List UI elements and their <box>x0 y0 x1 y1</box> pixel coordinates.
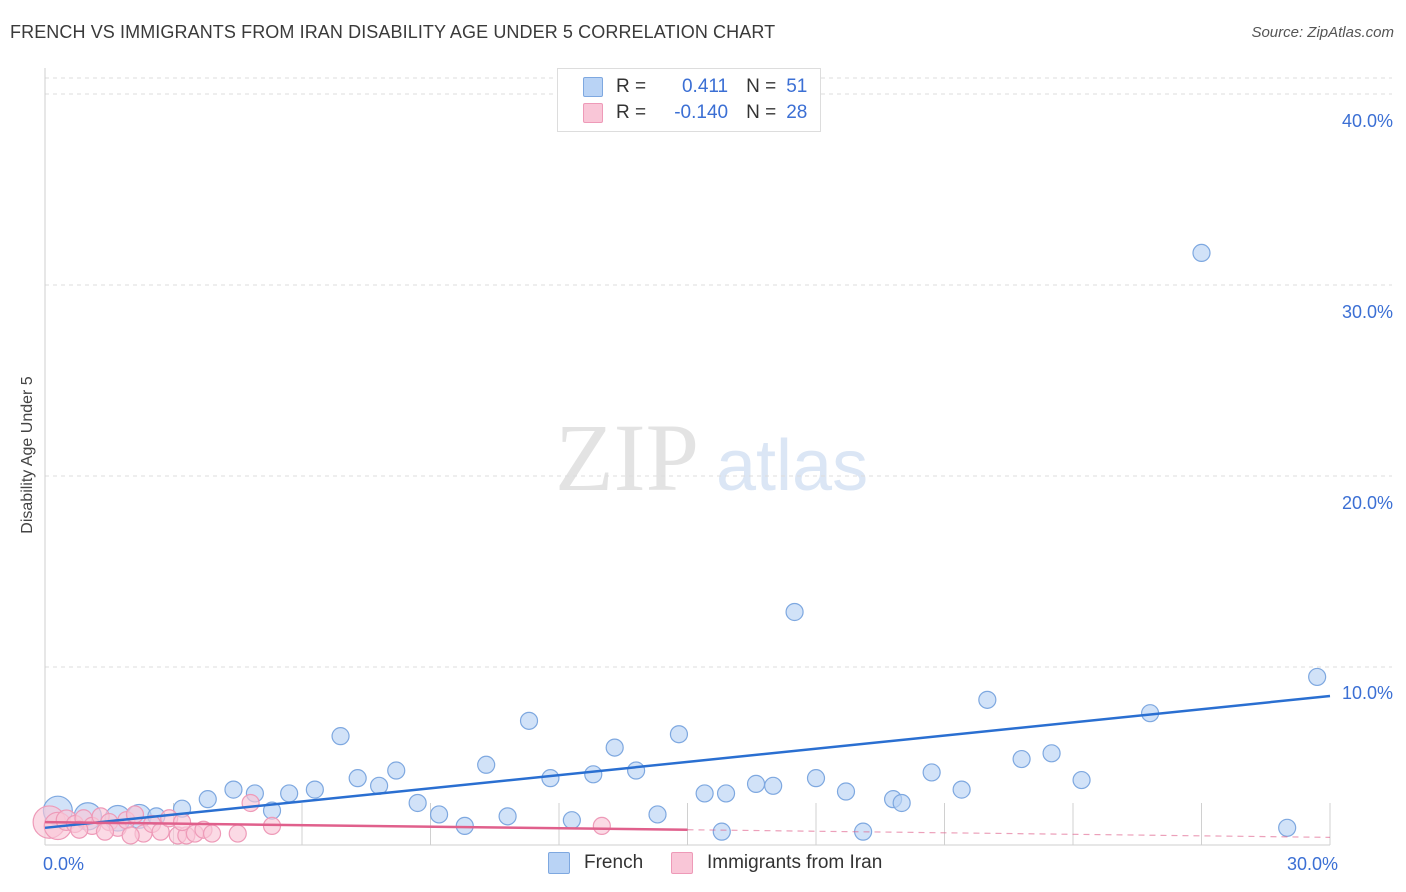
point-french <box>806 769 826 788</box>
point-french <box>978 690 997 709</box>
point-iran <box>95 822 115 841</box>
point-french <box>584 765 603 784</box>
legend-iran-r-value: -0.140 <box>674 102 729 123</box>
point-french <box>429 805 449 824</box>
point-french <box>1192 243 1211 262</box>
point-french <box>716 784 736 803</box>
bottom-legend-iran: Immigrants from Iran <box>671 852 882 874</box>
x-tick-label: 0.0% <box>43 854 84 874</box>
bottom-swatch-french <box>548 852 570 874</box>
point-french <box>626 761 646 780</box>
point-french <box>648 805 667 824</box>
point-french <box>305 780 324 799</box>
point-french <box>1072 770 1091 790</box>
x-tick-label: 30.0% <box>1287 854 1338 874</box>
point-french <box>408 793 427 813</box>
bottom-legend-french: French <box>548 852 643 874</box>
legend-french-r-value: 0.411 <box>681 76 729 97</box>
point-french <box>836 782 856 801</box>
trend-line-french <box>44 694 1331 830</box>
point-french <box>224 780 243 799</box>
point-french <box>387 761 406 780</box>
point-french <box>712 822 731 841</box>
y-tick-label: 10.0% <box>1342 683 1393 703</box>
trend-line-iran <box>44 820 688 831</box>
point-iran <box>202 824 222 843</box>
point-french <box>1308 667 1327 687</box>
y-tick-label: 30.0% <box>1342 302 1393 322</box>
point-french <box>348 769 367 788</box>
point-french <box>1012 749 1031 769</box>
point-french <box>498 807 517 826</box>
point-french <box>519 711 539 730</box>
chart-title: FRENCH VS IMMIGRANTS FROM IRAN DISABILIT… <box>10 22 776 42</box>
y-tick-label: 40.0% <box>1342 111 1393 131</box>
point-french <box>922 763 941 782</box>
legend-row-iran: R = -0.140 N = 28 <box>583 101 808 125</box>
point-french <box>605 738 624 757</box>
legend-swatch-iran <box>583 103 603 123</box>
point-french <box>1278 818 1297 837</box>
point-iran <box>592 816 611 836</box>
y-tick-label: 20.0% <box>1342 493 1393 513</box>
legend-iran-n-value: 28 <box>786 102 808 123</box>
point-iran <box>172 812 192 832</box>
point-french <box>280 784 299 803</box>
legend-french-n-value: 51 <box>786 76 808 97</box>
point-iran <box>241 793 260 813</box>
legend-french-r-label: R = <box>616 76 647 97</box>
legend-swatch-french <box>583 77 603 97</box>
trend-line-dashed-iran <box>687 829 1331 838</box>
bottom-swatch-iran <box>671 852 693 874</box>
point-french <box>477 755 496 774</box>
point-french <box>952 780 971 799</box>
point-french <box>669 725 689 744</box>
point-french <box>764 776 783 795</box>
correlation-legend: R = 0.411 N = 51 R = -0.140 N = 28 <box>557 68 821 132</box>
bottom-legend-french-label: French <box>584 852 644 873</box>
watermark-zip: ZIP <box>555 404 699 511</box>
legend-french-n-label: N = <box>746 76 777 97</box>
legend-iran-r-label: R = <box>616 102 647 123</box>
point-french <box>198 790 217 809</box>
point-french <box>892 793 911 813</box>
watermark-atlas: atlas <box>716 426 868 506</box>
bottom-legend-iran-label: Immigrants from Iran <box>707 852 883 873</box>
point-french <box>541 769 560 788</box>
point-french <box>331 727 350 746</box>
point-french <box>562 811 581 830</box>
legend-iran-n-label: N = <box>746 102 777 123</box>
point-french <box>1042 744 1061 763</box>
point-french <box>746 774 766 793</box>
point-iran <box>228 824 247 843</box>
point-french <box>785 602 804 622</box>
point-french <box>695 784 714 803</box>
point-iran <box>121 826 140 845</box>
source-label: Source: ZipAtlas.com <box>1251 24 1394 41</box>
legend-row-french: R = 0.411 N = 51 <box>583 75 808 99</box>
